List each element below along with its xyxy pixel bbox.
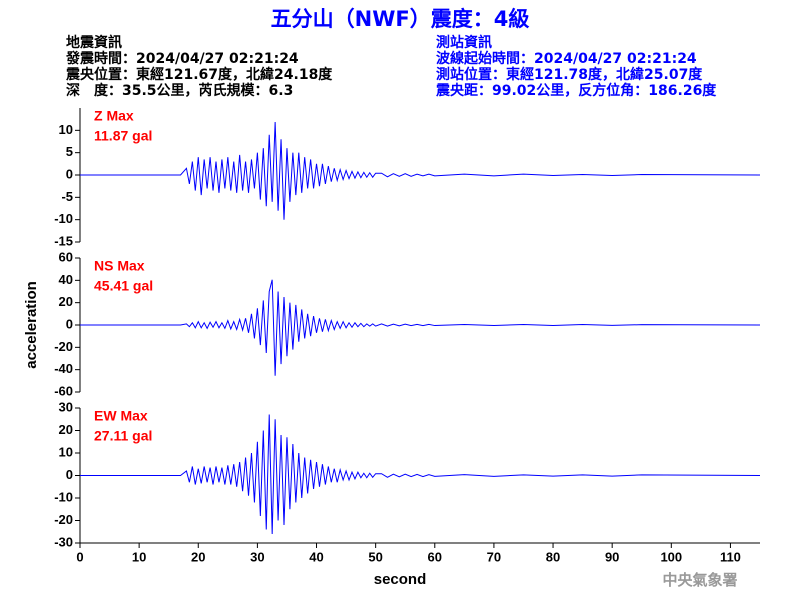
y-tick-label: -20 [54, 512, 73, 527]
y-tick-label: -5 [61, 189, 73, 204]
x-tick-label: 20 [191, 549, 205, 564]
y-tick-label: 5 [66, 144, 73, 159]
y-tick-label: -20 [54, 339, 73, 354]
credit: 中央氣象署 [662, 571, 737, 589]
waveform [80, 279, 761, 376]
info-line: 震央位置：東經121.67度，北緯24.18度 [65, 66, 333, 83]
y-tick-label: 10 [59, 122, 73, 137]
y-tick-label: 0 [66, 467, 73, 482]
x-tick-label: 70 [487, 549, 501, 564]
y-tick-label: 30 [59, 399, 73, 414]
info-line: 震央距：99.02公里，反方位角：186.26度 [435, 82, 717, 99]
info-line: 深 度：35.5公里，芮氏規模：6.3 [66, 82, 293, 99]
x-tick-label: 50 [368, 549, 382, 564]
page-title: 五分山（NWF）震度：4級 [271, 7, 530, 31]
y-tick-label: 0 [66, 166, 73, 181]
info-line: 波線起始時間：2024/04/27 02:21:24 [436, 50, 697, 67]
y-tick-label: 20 [59, 422, 73, 437]
info-line: 測站位置：東經121.78度，北緯25.07度 [436, 66, 703, 83]
panel-title: Z Max [94, 108, 134, 124]
panel-annotation: 27.11 gal [94, 428, 152, 444]
panel-title: EW Max [94, 408, 148, 424]
info-line: 發震時間：2024/04/27 02:21:24 [65, 50, 299, 67]
y-tick-label: 10 [59, 444, 73, 459]
y-tick-label: -15 [54, 233, 73, 248]
x-tick-label: 90 [605, 549, 619, 564]
waveform [80, 414, 761, 535]
y-tick-label: -40 [54, 361, 73, 376]
x-tick-label: 100 [660, 549, 682, 564]
y-axis-label: acceleration [23, 281, 40, 369]
y-tick-label: 60 [59, 249, 73, 264]
info-line: 地震資訊 [66, 34, 122, 51]
x-tick-label: 110 [720, 549, 741, 564]
y-tick-label: 0 [66, 316, 73, 331]
x-axis-label: second [374, 571, 427, 588]
panel-annotation: 45.41 gal [94, 278, 153, 294]
info-line: 測站資訊 [436, 34, 492, 51]
panel-title: NS Max [94, 258, 145, 274]
y-tick-label: -60 [54, 383, 73, 398]
y-tick-label: 40 [59, 272, 73, 287]
waveform [80, 121, 761, 220]
x-tick-label: 80 [546, 549, 560, 564]
x-tick-label: 60 [428, 549, 442, 564]
y-tick-label: 20 [59, 294, 73, 309]
x-tick-label: 40 [309, 549, 323, 564]
x-tick-label: 0 [76, 549, 83, 564]
x-tick-label: 30 [250, 549, 264, 564]
y-tick-label: -10 [54, 211, 73, 226]
x-tick-label: 10 [132, 549, 146, 564]
y-tick-label: -10 [54, 489, 73, 504]
y-tick-label: -30 [54, 534, 73, 549]
panel-annotation: 11.87 gal [94, 128, 152, 144]
